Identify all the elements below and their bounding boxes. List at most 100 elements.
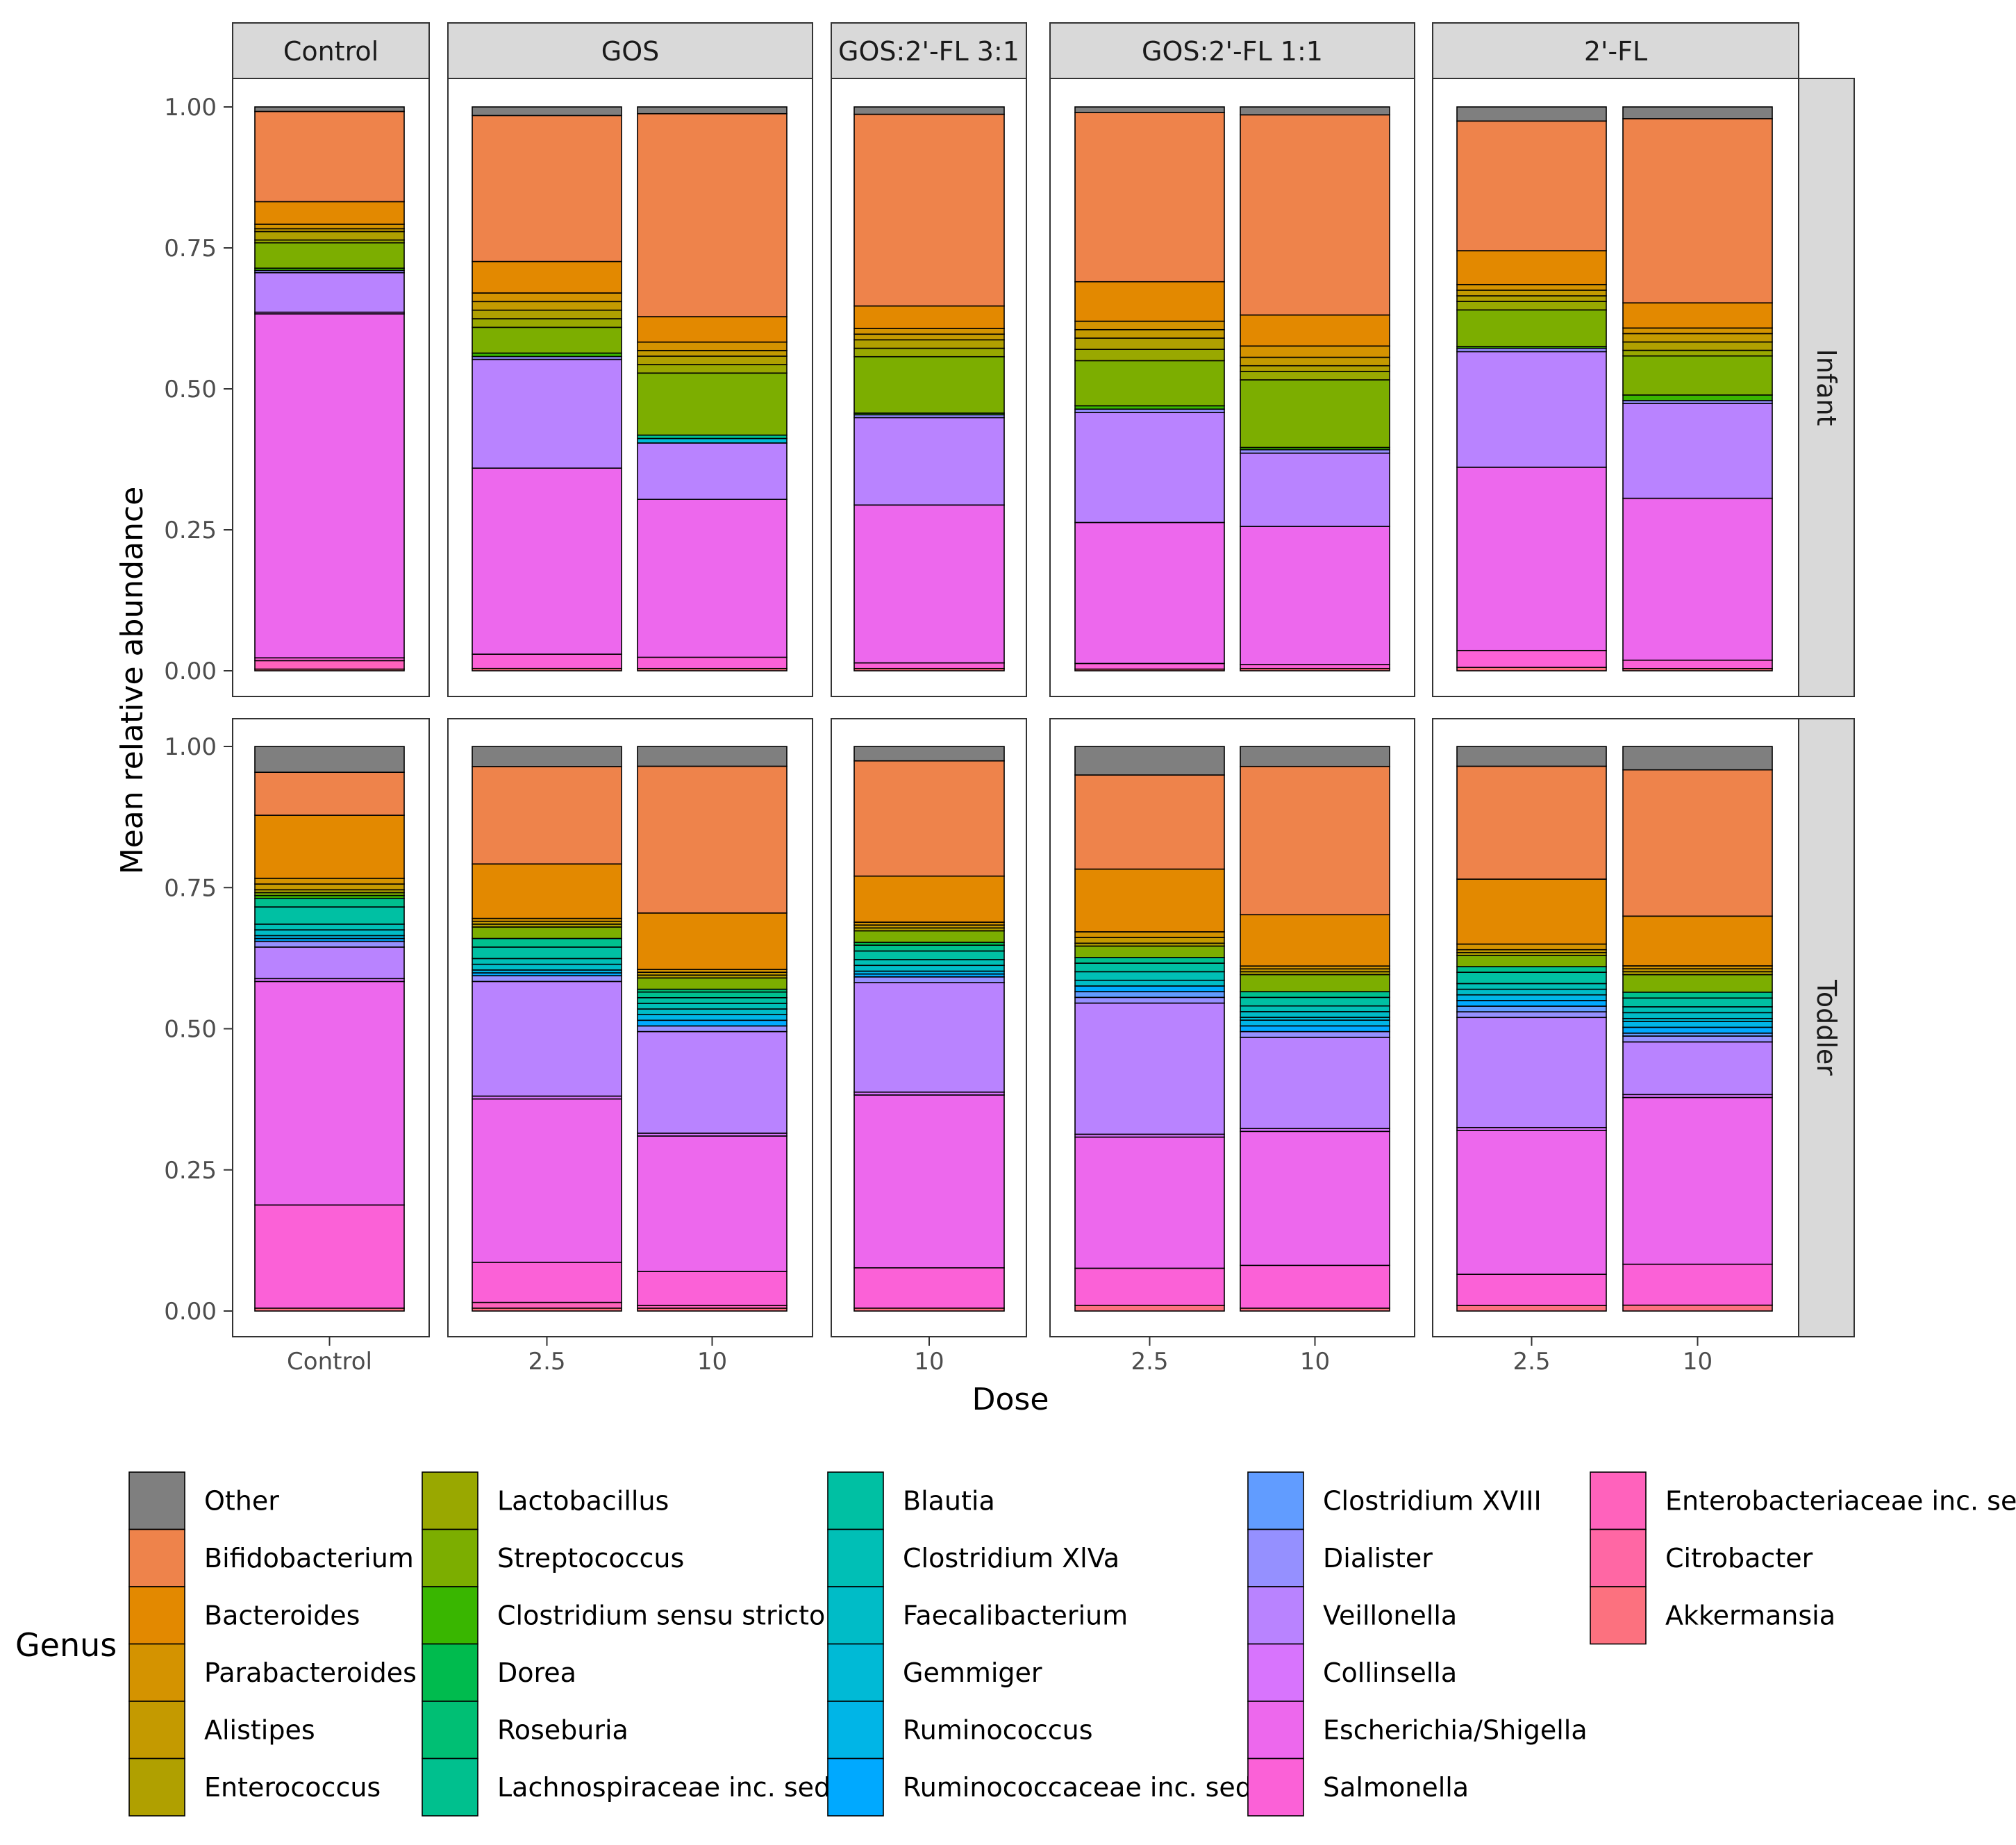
legend-key-veillonella — [1247, 1586, 1304, 1645]
facet-strip-infant — [1798, 78, 1855, 697]
legend-key-bacteroides — [128, 1586, 185, 1645]
bar-segment-infant-gos-2-fl-3-1-10-lactobacillus — [853, 347, 1005, 358]
facet-label-2-fl: 2'-FL — [1584, 36, 1647, 67]
bar-segment-toddler-gos-2-fl-1-1-2-5-faecalibacterium — [1074, 979, 1225, 987]
bar-segment-infant-gos-2-fl-1-1-10-enterococcus — [1240, 365, 1390, 372]
bar-segment-infant-gos-2-fl-1-1-10-bifidobacterium — [1240, 114, 1390, 316]
bar-segment-infant-2-fl-10-bifidobacterium — [1622, 118, 1773, 303]
bar-segment-infant-gos-2-fl-1-1-10-streptococcus — [1240, 379, 1390, 449]
bar-segment-toddler-gos-10-bacteroides — [637, 912, 788, 970]
bar-segment-infant-gos-2-5-salmonella — [472, 653, 622, 669]
bar-segment-toddler-gos-2-fl-1-1-10-salmonella — [1240, 1264, 1390, 1309]
bar-segment-toddler-gos-2-fl-1-1-10-ruminococcaceae-inc-sed — [1240, 1025, 1390, 1033]
bar-segment-toddler-gos-10-dialister — [637, 1025, 788, 1033]
x-tick-label-gos-2-fl-1-1-2-5: 2.5 — [1131, 1348, 1168, 1376]
bar-segment-toddler-gos-2-5-faecalibacterium — [472, 963, 622, 971]
legend-key-citrobacter — [1590, 1528, 1647, 1587]
bar-segment-infant-gos-10-bacteroides — [637, 316, 788, 343]
bar-segment-toddler-gos-2-fl-1-1-2-5-other — [1074, 746, 1225, 776]
bar-segment-toddler-2-fl-2-5-clostridium-xviii — [1456, 1005, 1607, 1012]
y-tick-label-toddler-0-75: 0.75 — [164, 874, 217, 902]
bar-segment-infant-gos-2-fl-3-1-10-bifidobacterium — [853, 113, 1005, 307]
bar-segment-infant-gos-2-fl-3-1-10-bacteroides — [853, 305, 1005, 329]
x-tick-label-2-fl-2-5: 2.5 — [1513, 1348, 1550, 1376]
bar-segment-toddler-gos-2-fl-1-1-2-5-bifidobacterium — [1074, 774, 1225, 870]
bar-segment-infant-control-control-enterococcus — [254, 231, 405, 241]
legend-key-escherichia-shigella — [1247, 1701, 1304, 1760]
bar-segment-toddler-gos-2-fl-3-1-10-faecalibacterium — [853, 965, 1005, 972]
bar-segment-infant-gos-2-fl-1-1-2-5-veillonella — [1074, 412, 1225, 524]
bar-segment-infant-gos-10-streptococcus — [637, 372, 788, 436]
bar-segment-toddler-gos-2-5-bifidobacterium — [472, 766, 622, 865]
legend-label-bacteroides: Bacteroides — [204, 1600, 360, 1630]
bar-segment-toddler-control-control-parabacteroides — [254, 878, 405, 885]
bar-segment-infant-gos-2-fl-3-1-10-escherichia-shigella — [853, 504, 1005, 664]
bar-segment-toddler-gos-2-fl-1-1-2-5-clostridium-xlva — [1074, 971, 1225, 981]
legend-label-parabacteroides: Parabacteroides — [204, 1658, 417, 1688]
bar-segment-infant-gos-2-5-lactobacillus — [472, 318, 622, 328]
bar-segment-toddler-gos-2-fl-1-1-2-5-veillonella — [1074, 1002, 1225, 1135]
bar-segment-infant-gos-10-lactobacillus — [637, 364, 788, 374]
x-tick-label-gos-2-fl-1-1-10: 10 — [1300, 1348, 1330, 1376]
bar-segment-toddler-gos-2-fl-1-1-10-faecalibacterium — [1240, 1011, 1390, 1018]
y-tick-label-toddler-1-00: 1.00 — [164, 733, 217, 761]
legend-key-clostridium-xviii — [1247, 1471, 1304, 1530]
legend-label-blautia: Blautia — [903, 1485, 995, 1516]
bar-segment-toddler-control-control-lachnospiraceae-inc-sed — [254, 897, 405, 908]
bar-segment-toddler-gos-2-5-enterobacteriaceae-inc-sed — [472, 1301, 622, 1309]
bar-segment-toddler-gos-2-5-clostridium-xlva — [472, 958, 622, 965]
legend-label-streptococcus: Streptococcus — [497, 1543, 684, 1573]
bar-segment-toddler-gos-10-salmonella — [637, 1271, 788, 1306]
bar-segment-infant-gos-2-fl-1-1-10-alistipes — [1240, 356, 1390, 367]
bar-segment-toddler-gos-2-fl-1-1-2-5-salmonella — [1074, 1267, 1225, 1306]
bar-segment-toddler-2-fl-2-5-parabacteroides — [1456, 943, 1607, 951]
x-tick-label-gos-2-fl-3-1-10: 10 — [914, 1348, 944, 1376]
bar-segment-infant-gos-10-escherichia-shigella — [637, 499, 788, 658]
legend-key-salmonella — [1247, 1758, 1304, 1817]
bar-segment-infant-gos-2-fl-1-1-2-5-alistipes — [1074, 328, 1225, 339]
legend-key-blautia — [827, 1471, 884, 1530]
bar-segment-toddler-gos-2-fl-1-1-10-streptococcus — [1240, 974, 1390, 992]
bar-segment-toddler-2-fl-10-ruminococcaceae-inc-sed — [1622, 1026, 1773, 1034]
y-tick-label-infant-0-75: 0.75 — [164, 235, 217, 262]
bar-segment-infant-2-fl-10-salmonella — [1622, 659, 1773, 669]
legend-label-veillonella: Veillonella — [1323, 1600, 1457, 1630]
y-tick-label-toddler-0-50: 0.50 — [164, 1016, 217, 1044]
bar-segment-infant-control-control-enterobacteriaceae-inc-sed — [254, 660, 405, 670]
bar-segment-toddler-gos-10-blautia — [637, 996, 788, 1004]
bar-segment-toddler-2-fl-10-dialister — [1622, 1035, 1773, 1043]
bar-segment-toddler-gos-10-bifidobacterium — [637, 765, 788, 914]
legend-label-enterococcus: Enterococcus — [204, 1772, 381, 1803]
bar-segment-infant-gos-2-fl-3-1-10-veillonella — [853, 417, 1005, 506]
facet-strip-gos-2-fl-3-1 — [831, 22, 1027, 79]
bar-segment-toddler-gos-2-fl-3-1-10-streptococcus — [853, 930, 1005, 943]
bar-segment-infant-control-control-parabacteroides — [254, 224, 405, 230]
facet-strip-control — [232, 22, 430, 79]
bar-segment-toddler-2-fl-2-5-akkermansia — [1456, 1305, 1607, 1312]
legend-label-alistipes: Alistipes — [204, 1714, 315, 1745]
bar-segment-infant-gos-2-5-escherichia-shigella — [472, 467, 622, 655]
bar-segment-infant-gos-10-salmonella — [637, 656, 788, 669]
bar-segment-toddler-gos-2-fl-3-1-10-salmonella — [853, 1267, 1005, 1309]
bar-segment-toddler-gos-2-5-blautia — [472, 946, 622, 960]
legend-key-clostridium-sensu-stricto — [422, 1586, 478, 1645]
bar-segment-toddler-2-fl-2-5-bifidobacterium — [1456, 765, 1607, 880]
legend-key-enterobacteriaceae-inc-sed — [1590, 1471, 1647, 1530]
bar-segment-toddler-gos-2-5-bacteroides — [472, 863, 622, 919]
bar-segment-infant-control-control-bacteroides — [254, 201, 405, 225]
legend: Genus Other Bifidobacterium Bacteroides Par… — [15, 1471, 2016, 1817]
y-tick-label-toddler-0-00: 0.00 — [164, 1298, 217, 1326]
bar-segment-toddler-gos-10-ruminococcus — [637, 1014, 788, 1021]
bar-segment-infant-gos-2-fl-1-1-2-5-salmonella — [1074, 662, 1225, 670]
bar-segment-infant-gos-2-5-bacteroides — [472, 260, 622, 294]
bar-segment-infant-gos-2-fl-3-1-10-salmonella — [853, 662, 1005, 669]
legend-key-dorea — [422, 1643, 478, 1702]
legend-label-citrobacter: Citrobacter — [1665, 1543, 1813, 1573]
legend-key-clostridium-xlva — [827, 1528, 884, 1587]
facet-strip-gos — [447, 22, 813, 79]
bar-segment-infant-gos-2-fl-1-1-2-5-escherichia-shigella — [1074, 521, 1225, 665]
bar-segment-infant-2-fl-10-bacteroides — [1622, 302, 1773, 329]
bar-segment-infant-gos-2-5-enterococcus — [472, 309, 622, 319]
legend-label-dialister: Dialister — [1323, 1543, 1433, 1573]
legend-label-faecalibacterium: Faecalibacterium — [903, 1600, 1128, 1630]
